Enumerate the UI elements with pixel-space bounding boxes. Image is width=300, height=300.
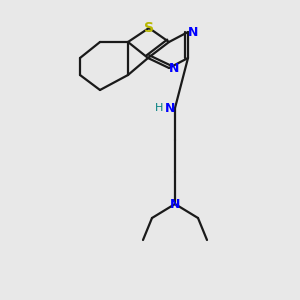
Text: N: N	[169, 61, 179, 74]
Text: N: N	[188, 26, 198, 38]
Text: N: N	[170, 197, 180, 211]
Text: S: S	[144, 21, 154, 35]
Text: N: N	[165, 101, 175, 115]
Text: H: H	[155, 103, 163, 113]
